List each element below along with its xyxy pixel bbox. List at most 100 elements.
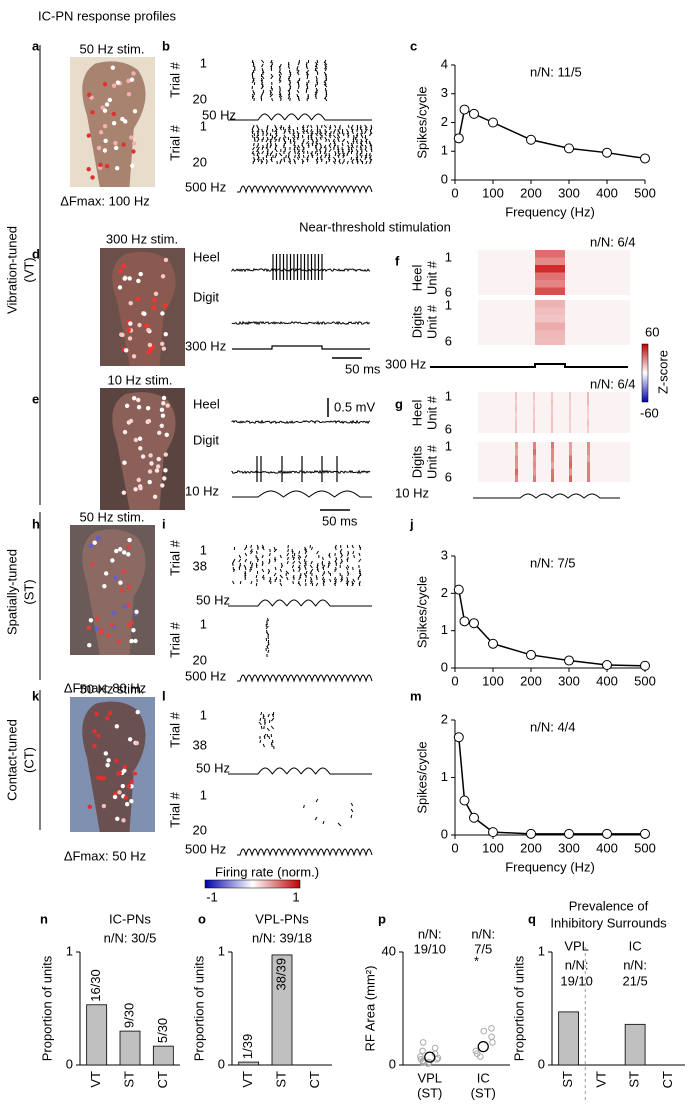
x-tick-label: 0 xyxy=(451,840,458,855)
electrode-dot xyxy=(130,163,135,169)
mean-point xyxy=(459,104,470,115)
spike-tick xyxy=(279,79,282,84)
spike-tick xyxy=(252,89,255,94)
spike-tick xyxy=(337,822,342,827)
spike-tick xyxy=(257,158,260,163)
spike-tick xyxy=(283,128,287,133)
x-tick-label: 400 xyxy=(596,673,618,688)
spike-tick xyxy=(347,124,350,129)
label: Unit # xyxy=(424,260,439,295)
y-tick-label: 0 xyxy=(441,826,448,841)
spike-tick xyxy=(269,138,272,143)
spike-tick xyxy=(261,63,264,68)
spike-tick xyxy=(274,556,276,561)
raster-tick: 1 xyxy=(200,707,207,722)
spike-tick xyxy=(350,808,354,813)
spike-tick xyxy=(301,158,305,163)
heatmap-cell xyxy=(551,392,553,399)
spike-tick xyxy=(369,130,373,135)
panel-letter: q xyxy=(528,911,536,926)
spike-tick xyxy=(305,128,309,133)
spike-tick xyxy=(293,142,296,147)
spike-tick xyxy=(303,804,305,809)
spike-tick xyxy=(316,550,319,555)
bar xyxy=(271,954,293,1066)
spike-tick xyxy=(346,564,350,569)
spike-tick xyxy=(340,578,344,583)
spike-tick xyxy=(273,548,278,553)
annotation: n/N: 11/5 xyxy=(530,64,582,79)
electrode-dot xyxy=(87,804,93,810)
electrode-dot xyxy=(122,764,128,770)
chart-title: IC-PNs xyxy=(109,911,151,926)
annotation: n/N: 7/5 xyxy=(530,555,576,570)
spike-tick xyxy=(278,93,283,98)
spike-tick xyxy=(321,562,324,567)
spike-tick xyxy=(337,138,340,143)
electrode-dot xyxy=(121,569,127,574)
spike-tick xyxy=(258,721,262,726)
spike-tick xyxy=(321,572,325,577)
spike-tick xyxy=(321,556,324,561)
spike-tick xyxy=(323,144,327,149)
spike-tick xyxy=(322,576,325,581)
heatmap-cell xyxy=(533,426,535,433)
spike-tick xyxy=(310,128,313,133)
spike-tick xyxy=(364,148,368,153)
spike-tick xyxy=(256,144,259,149)
spike-tick xyxy=(261,146,264,151)
raster-tick: 20 xyxy=(193,822,207,837)
electrode-dot xyxy=(160,311,165,316)
spike-tick xyxy=(265,132,269,137)
row-label: Vibration-tuned xyxy=(4,226,19,314)
spike-tick xyxy=(296,89,300,94)
spike-tick xyxy=(285,154,287,159)
raster-tick: 1 xyxy=(200,118,207,133)
electrode-dot xyxy=(162,476,167,481)
spike-tick xyxy=(327,570,330,575)
label: 300 Hz stim. xyxy=(106,231,178,246)
spike-tick xyxy=(274,136,276,141)
spike-tick xyxy=(306,150,309,155)
electrode-dot xyxy=(94,711,99,717)
spike-tick xyxy=(333,140,336,145)
electrode-dot xyxy=(145,405,151,411)
spike-tick xyxy=(291,564,295,569)
spike-tick xyxy=(315,65,318,70)
bar xyxy=(558,1011,580,1066)
spike-tick xyxy=(232,580,235,585)
data-point xyxy=(488,1024,495,1032)
electrode-dot xyxy=(117,790,122,795)
electrode-dot xyxy=(161,346,167,351)
y-tick-label: 1 xyxy=(441,622,448,637)
spike-tick xyxy=(293,160,296,165)
x-tick-label: 100 xyxy=(482,185,504,200)
spike-tick xyxy=(324,130,328,135)
spike-tick xyxy=(297,85,300,90)
spike-tick xyxy=(323,124,327,129)
spike-tick xyxy=(301,124,305,129)
electrode-dot xyxy=(124,348,129,353)
electrode-dot xyxy=(147,469,153,474)
electrode-dot xyxy=(102,583,107,589)
spike-tick xyxy=(328,126,332,131)
label: Unit # xyxy=(424,395,439,430)
spike-tick xyxy=(250,544,253,549)
spike-tick xyxy=(274,138,278,143)
y-tick-label: 3 xyxy=(441,85,448,100)
spike-tick xyxy=(279,91,282,96)
spike-tick xyxy=(359,158,363,163)
electrode-dot xyxy=(127,336,133,341)
spike-tick xyxy=(296,79,300,84)
spike-tick xyxy=(296,93,299,98)
heatmap-cell xyxy=(551,468,554,476)
heatmap-cell xyxy=(551,419,553,427)
spike-tick xyxy=(341,138,346,143)
electrode-dot xyxy=(114,724,120,729)
spike-tick xyxy=(251,150,254,155)
spike-tick xyxy=(279,554,282,559)
y-axis-label: Proportion of units xyxy=(39,955,54,1061)
heatmap-bg xyxy=(478,300,630,345)
electrode-dot xyxy=(136,278,141,284)
spike-tick xyxy=(257,132,260,137)
